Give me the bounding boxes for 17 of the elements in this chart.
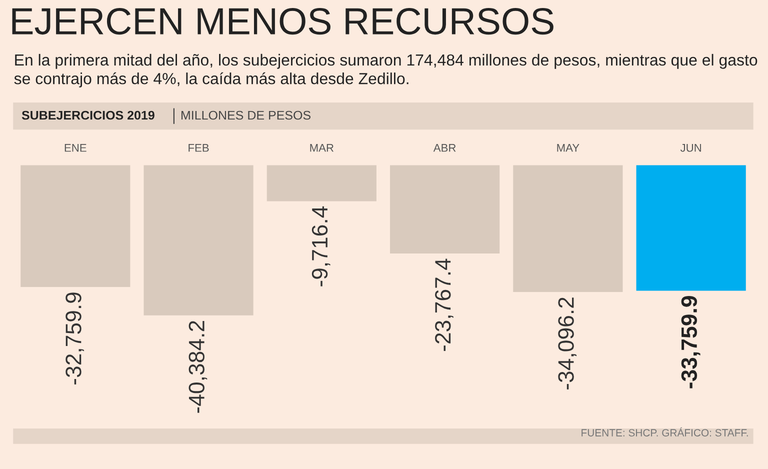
data-label: -23,767.4 [435,258,454,351]
x-tick-label: JUN [680,144,701,152]
data-label: -34,096.2 [558,298,577,390]
chart-subtitle: En la primera mitad del año, los subejercicios sumaron 174,484 millones de pesos, mientras que el gasto se contrajo más de 4%, la caída más alta desde Zedillo. [14,54,758,88]
x-tick-label: ABR [433,144,456,152]
data-label: -9,716.4 [312,206,330,286]
x-tick-label: MAR [310,144,334,152]
text: SUBEJERCICIOS 2019 [22,110,154,120]
data-label: -32,759.9 [66,292,84,384]
x-tick-label: MAY [557,144,580,152]
source-note: FUENTE: SHCP. GRÁFICO: STAFF. [582,427,748,436]
chart-title: EJERCEN MENOS RECURSOS [12,8,554,35]
x-tick-label: ENE [64,144,86,152]
data-label: -40,384.2 [188,321,208,413]
data-label: -33,759.9 [681,296,700,388]
text: MILLONES DE PESOS [182,110,311,120]
x-tick-label: FEB [188,144,209,152]
